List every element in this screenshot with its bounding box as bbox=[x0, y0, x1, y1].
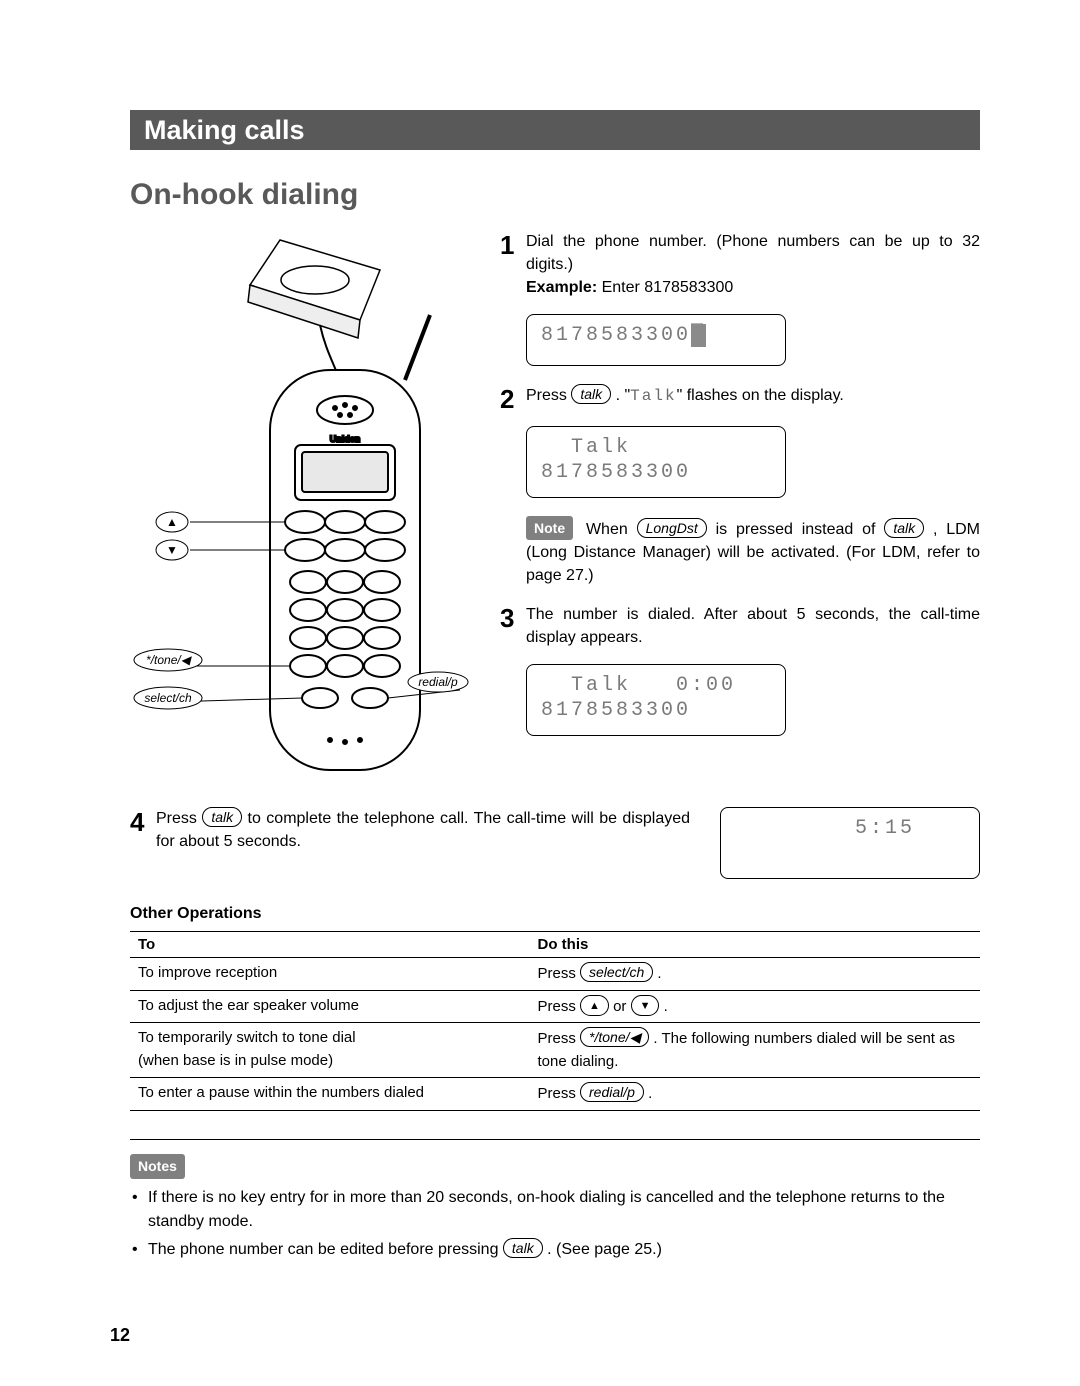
example-label: Example: bbox=[526, 279, 597, 296]
page-number: 12 bbox=[110, 1325, 130, 1346]
step-3: 3 The number is dialed. After about 5 se… bbox=[500, 603, 980, 649]
example-text: Enter 8178583300 bbox=[597, 279, 733, 296]
longdst-button-ref: LongDst bbox=[637, 518, 707, 538]
step2-note: Note When LongDst is pressed instead of … bbox=[526, 516, 980, 588]
label-redialp-oval: redial/p bbox=[408, 672, 468, 692]
note-item: The phone number can be edited before pr… bbox=[130, 1238, 980, 1262]
col-to: To bbox=[130, 932, 530, 958]
table-row: To enter a pause within the numbers dial… bbox=[130, 1078, 980, 1111]
step-2: 2 Press talk . "Talk" flashes on the dis… bbox=[500, 384, 980, 412]
talk-button-ref: talk bbox=[202, 807, 242, 827]
svg-text:redial/p: redial/p bbox=[418, 675, 458, 689]
label-up-oval: ▲ bbox=[156, 512, 188, 532]
note-item: If there is no key entry for in more tha… bbox=[130, 1186, 980, 1234]
phone-illustration: Uniden bbox=[130, 230, 470, 790]
talk-button-ref: talk bbox=[571, 384, 611, 404]
svg-text:▲: ▲ bbox=[166, 515, 178, 529]
label-selectch-oval: select/ch bbox=[134, 687, 202, 709]
table-row: To temporarily switch to tone dial(when … bbox=[130, 1023, 980, 1078]
col-do: Do this bbox=[530, 932, 981, 958]
lcd-step1: 8178583300█ bbox=[526, 314, 786, 366]
svg-text:select/ch: select/ch bbox=[144, 691, 192, 705]
step1-text: Dial the phone number. (Phone numbers ca… bbox=[526, 233, 980, 273]
lcd-step2: Talk 8178583300 bbox=[526, 426, 786, 498]
step-num: 1 bbox=[500, 230, 526, 300]
redialp-button-ref: redial/p bbox=[580, 1082, 644, 1102]
tone-button-ref: */tone/◀ bbox=[580, 1027, 649, 1047]
other-ops-table: To Do this To improve reception Press se… bbox=[130, 931, 980, 1111]
step-num: 3 bbox=[500, 603, 526, 649]
label-tone-oval: */tone/◀ bbox=[134, 649, 202, 671]
table-row: To improve reception Press select/ch . bbox=[130, 958, 980, 991]
note-pill: Note bbox=[526, 516, 573, 540]
step-1: 1 Dial the phone number. (Phone numbers … bbox=[500, 230, 980, 300]
up-button-ref: ▲ bbox=[580, 995, 609, 1016]
lcd-step3: Talk 0:00 8178583300 bbox=[526, 664, 786, 736]
step-num: 2 bbox=[500, 384, 526, 412]
step-num: 4 bbox=[130, 807, 156, 853]
section-title: Making calls bbox=[130, 110, 323, 150]
selectch-button-ref: select/ch bbox=[580, 962, 653, 982]
table-row: To adjust the ear speaker volume Press ▲… bbox=[130, 990, 980, 1023]
svg-text:▼: ▼ bbox=[166, 543, 178, 557]
lcd-step4: 5:15 bbox=[720, 807, 980, 879]
svg-text:*/tone/◀: */tone/◀ bbox=[146, 653, 193, 667]
svg-text:Uniden: Uniden bbox=[330, 434, 361, 444]
other-ops-title: Other Operations bbox=[130, 905, 980, 923]
notes-pill: Notes bbox=[130, 1154, 185, 1179]
talk-button-ref: talk bbox=[884, 518, 924, 538]
step-4: 4 Press talk to complete the telephone c… bbox=[130, 807, 980, 879]
notes-section: Notes If there is no key entry for in mo… bbox=[130, 1139, 980, 1262]
section-banner: Making calls bbox=[130, 110, 980, 150]
subheading: On-hook dialing bbox=[130, 178, 980, 212]
talk-button-ref: talk bbox=[503, 1238, 543, 1258]
banner-tail bbox=[323, 110, 980, 150]
down-button-ref: ▼ bbox=[631, 995, 660, 1016]
label-down-oval: ▼ bbox=[156, 540, 188, 560]
